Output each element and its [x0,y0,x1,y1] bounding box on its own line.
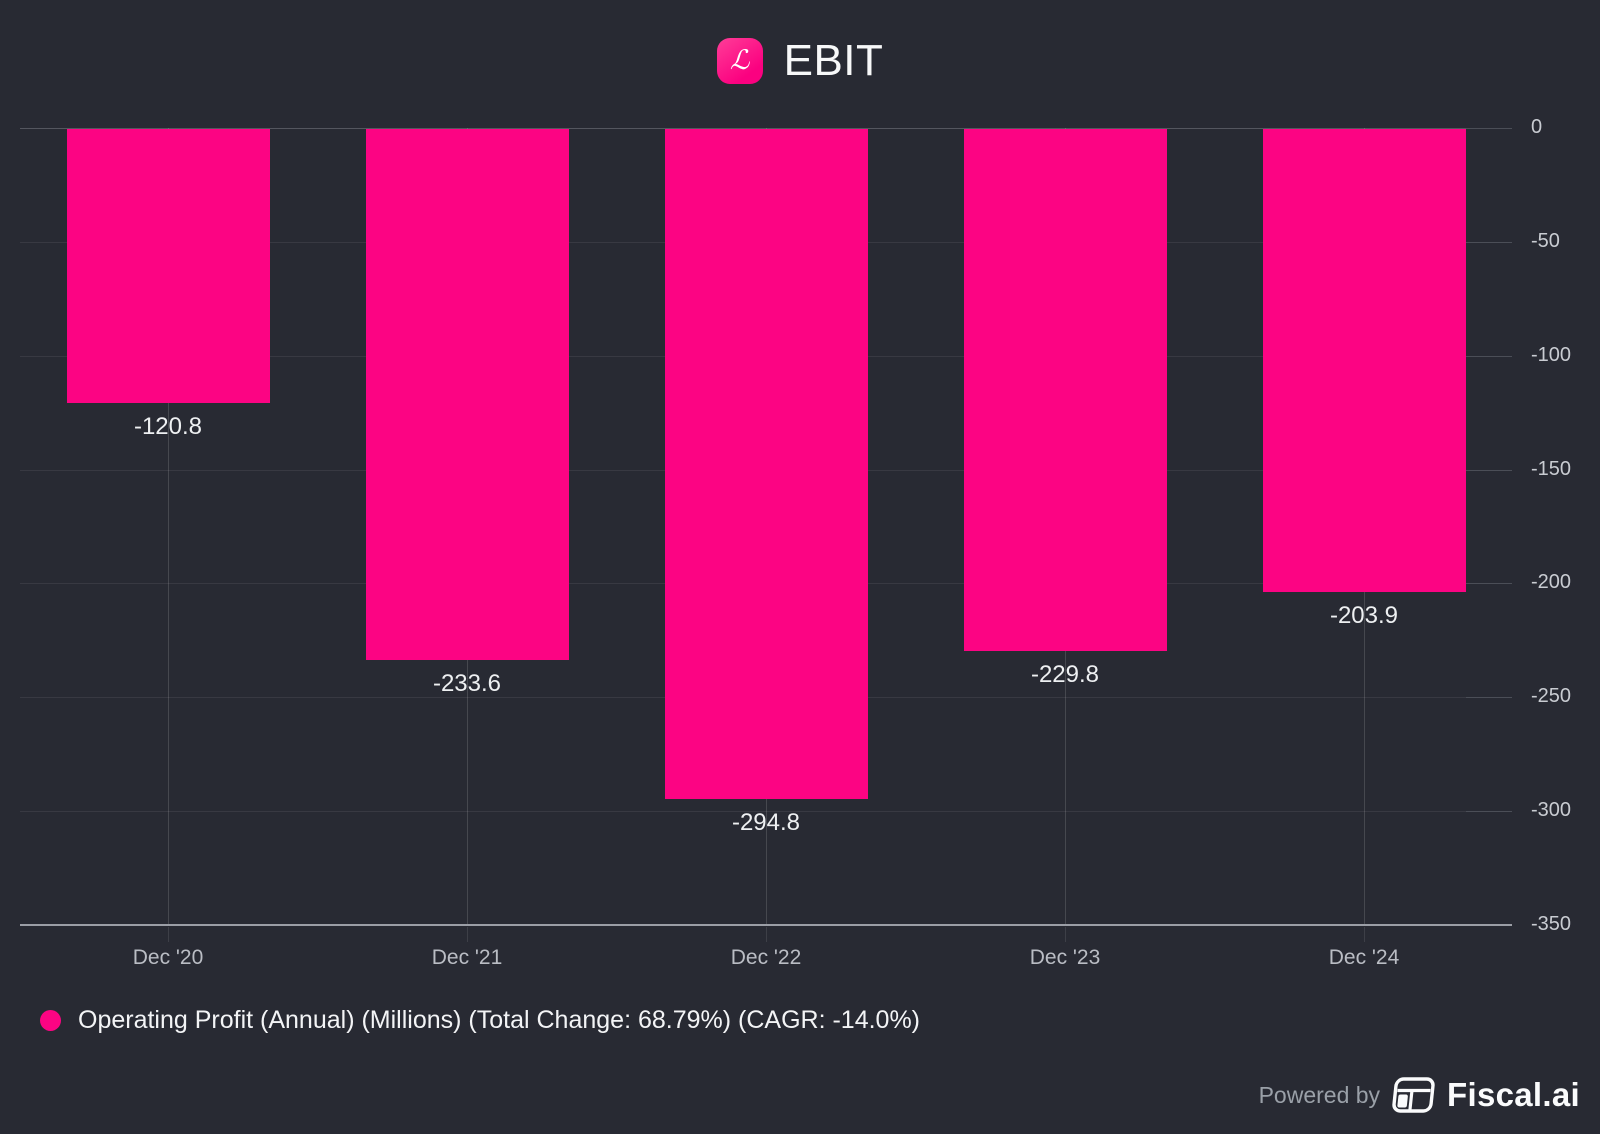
y-axis-tick [1466,697,1512,698]
x-axis-label: Dec '24 [1328,946,1400,969]
legend-marker-icon [40,1010,61,1031]
bar-value-label: -294.8 [731,809,801,836]
x-axis-line [20,924,1512,926]
h-gridline [20,811,1466,812]
x-axis-label: Dec '22 [730,946,802,969]
y-axis-label: -250 [1531,685,1572,707]
y-axis-tick [1466,583,1512,584]
y-axis-label: -200 [1531,571,1572,593]
y-axis-label: 0 [1531,116,1543,138]
app-logo-icon: ℒ [716,38,763,84]
bar-value-label: -229.8 [1030,661,1100,688]
h-gridline [20,128,1466,129]
y-axis-tick [1466,128,1512,129]
x-axis-tick [766,927,767,942]
y-axis-label: -50 [1531,230,1560,252]
y-axis-label: -100 [1531,344,1572,366]
x-axis-label: Dec '23 [1029,946,1101,969]
x-axis-tick [168,927,169,942]
header: ℒ EBIT [0,36,1600,86]
fiscal-logo-icon [1392,1077,1435,1113]
y-axis-tick [1466,470,1512,471]
bar-value-label: -203.9 [1329,602,1399,629]
bar-value-label: -233.6 [432,670,502,697]
x-axis-tick [467,927,468,942]
page-title: EBIT [783,36,884,85]
bar-value-label: -120.8 [133,413,203,440]
bar-dec-23[interactable] [963,129,1167,651]
y-axis-tick [1466,356,1512,357]
bar-dec-20[interactable] [66,129,270,403]
y-axis-tick [1466,242,1512,243]
x-axis-tick [1065,927,1066,942]
y-axis-label: -150 [1531,458,1572,480]
footer: Powered by Fiscal.ai [1259,1076,1580,1114]
x-axis-label: Dec '21 [431,946,503,969]
x-axis-tick [1364,927,1365,942]
powered-by-text: Powered by [1258,1081,1381,1108]
bar-dec-21[interactable] [365,129,569,660]
legend[interactable]: Operating Profit (Annual) (Millions) (To… [40,1006,920,1035]
brand-name: Fiscal.ai [1447,1076,1580,1113]
y-axis-tick [1466,811,1512,812]
bar-dec-24[interactable] [1262,129,1466,592]
bar-dec-22[interactable] [664,129,868,799]
y-axis-label: -350 [1531,913,1572,935]
v-gridline [168,128,169,925]
script-l-glyph: ℒ [729,44,750,76]
x-axis-label: Dec '20 [132,946,204,969]
y-axis-label: -300 [1531,799,1572,821]
legend-label: Operating Profit (Annual) (Millions) (To… [78,1006,921,1034]
